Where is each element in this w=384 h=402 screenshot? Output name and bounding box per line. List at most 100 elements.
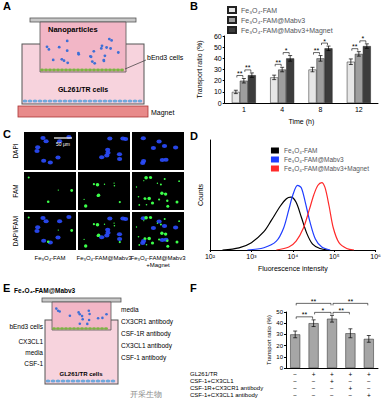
- svg-text:−: −: [349, 378, 353, 385]
- svg-text:10⁴: 10⁴: [287, 253, 298, 260]
- svg-text:+: +: [349, 385, 353, 392]
- svg-text:50: 50: [214, 44, 222, 51]
- svg-text:CX3CL1: CX3CL1: [18, 338, 43, 345]
- svg-text:**: **: [348, 298, 354, 305]
- svg-text:bEnd3 cells: bEnd3 cells: [147, 54, 184, 61]
- svg-text:DAPI: DAPI: [12, 143, 19, 158]
- svg-text:Fe₃O₄-FAM@Mabv3: Fe₃O₄-FAM@Mabv3: [14, 287, 76, 294]
- svg-text:**: **: [352, 43, 358, 50]
- svg-text:−: −: [367, 385, 371, 392]
- svg-text:media: media: [121, 306, 139, 313]
- svg-text:Fe₃O₄-FAM: Fe₃O₄-FAM: [284, 147, 317, 154]
- svg-text:**: **: [338, 307, 344, 314]
- svg-text:**: **: [245, 64, 251, 71]
- html-text:开采生物: 开采生物: [130, 390, 162, 399]
- svg-text:GL261/TR cells: GL261/TR cells: [58, 86, 108, 93]
- svg-text:4: 4: [280, 106, 284, 113]
- svg-text:GL261/TR cells: GL261/TR cells: [59, 371, 103, 377]
- svg-text:−: −: [293, 378, 297, 385]
- svg-text:−: −: [312, 392, 316, 399]
- svg-text:Counts: Counts: [197, 183, 204, 206]
- html-text:B: B: [190, 0, 198, 12]
- svg-text:CSF-1+CX3CL1: CSF-1+CX3CL1: [190, 378, 234, 384]
- svg-text:Fluorescence intensity: Fluorescence intensity: [258, 265, 328, 273]
- svg-text:0: 0: [280, 365, 284, 371]
- svg-text:Nanoparticles: Nanoparticles: [48, 25, 98, 34]
- svg-text:FAM: FAM: [12, 184, 19, 197]
- svg-text:Fe₃O₄-FAM: Fe₃O₄-FAM: [35, 255, 66, 261]
- svg-text:−: −: [312, 378, 316, 385]
- svg-text:Time (h): Time (h): [288, 118, 314, 126]
- svg-text:12: 12: [355, 106, 363, 113]
- svg-text:CX3CL1 antibody: CX3CL1 antibody: [121, 342, 173, 350]
- svg-text:50: 50: [276, 309, 283, 315]
- svg-text:10⁶: 10⁶: [370, 253, 381, 260]
- svg-text:**: **: [311, 298, 317, 305]
- svg-text:10⁵: 10⁵: [329, 253, 340, 260]
- svg-text:Fe₃O₄-FAM@Mabv3: Fe₃O₄-FAM@Mabv3: [241, 17, 305, 24]
- svg-text:Magnet: Magnet: [151, 109, 174, 117]
- svg-text:−: −: [293, 385, 297, 392]
- svg-text:Fe₃O₄-FAM@Mabv3+Magnet: Fe₃O₄-FAM@Mabv3+Magnet: [284, 165, 369, 173]
- svg-text:40: 40: [276, 320, 283, 326]
- svg-text:bEnd3 cells: bEnd3 cells: [9, 323, 43, 330]
- svg-text:DAPI/FAM: DAPI/FAM: [12, 216, 19, 246]
- svg-text:−: −: [330, 392, 334, 399]
- svg-text:+: +: [312, 371, 316, 378]
- svg-text:50 μm: 50 μm: [56, 141, 70, 147]
- svg-text:**: **: [314, 47, 320, 54]
- html-text:A: A: [3, 0, 11, 12]
- svg-text:Fe₃O₄-FAM: Fe₃O₄-FAM: [241, 7, 277, 14]
- svg-text:30: 30: [276, 331, 283, 337]
- svg-text:−: −: [367, 378, 371, 385]
- svg-text:Fe₃O₄-FAM@Mabv3+Magnet: Fe₃O₄-FAM@Mabv3+Magnet: [241, 27, 333, 35]
- svg-text:1: 1: [242, 106, 246, 113]
- svg-text:Transport ratio (%): Transport ratio (%): [196, 41, 204, 99]
- svg-text:media: media: [25, 349, 43, 356]
- svg-text:+: +: [349, 371, 353, 378]
- svg-text:8: 8: [319, 106, 323, 113]
- svg-text:CSF-1R antibody: CSF-1R antibody: [121, 330, 172, 338]
- svg-text:+: +: [330, 371, 334, 378]
- svg-text:+: +: [367, 371, 371, 378]
- svg-text:CSF-1+CX3CL1 antibody: CSF-1+CX3CL1 antibody: [190, 392, 258, 398]
- svg-text:Transport ratio (%): Transport ratio (%): [266, 315, 272, 365]
- svg-text:−: −: [349, 392, 353, 399]
- svg-text:40: 40: [214, 55, 222, 62]
- svg-text:+: +: [330, 378, 334, 385]
- svg-text:−: −: [293, 392, 297, 399]
- svg-text:*: *: [361, 35, 364, 42]
- svg-text:**: **: [237, 70, 243, 77]
- svg-text:**: **: [302, 311, 308, 318]
- svg-text:Fe₃O₄-FAM@Mabv3: Fe₃O₄-FAM@Mabv3: [284, 156, 344, 163]
- html-text:E: E: [3, 282, 11, 294]
- svg-text:30: 30: [214, 66, 222, 73]
- svg-text:CX3CR1 antibody: CX3CR1 antibody: [121, 318, 174, 326]
- svg-text:20: 20: [214, 77, 222, 84]
- svg-text:+: +: [367, 392, 371, 399]
- svg-text:20: 20: [276, 343, 283, 349]
- svg-text:60: 60: [214, 33, 222, 40]
- html-text:D: D: [190, 130, 198, 142]
- svg-text:CSF-1: CSF-1: [24, 360, 43, 367]
- svg-text:−: −: [330, 385, 334, 392]
- svg-text:−: −: [312, 385, 316, 392]
- svg-text:CSF-1R+CX3CR1 antibody: CSF-1R+CX3CR1 antibody: [190, 385, 263, 391]
- svg-text:−: −: [293, 371, 297, 378]
- html-text:F: F: [190, 282, 197, 294]
- html-text:C: C: [3, 128, 11, 140]
- svg-text:Fe₃O₄-FAM@Mabv3: Fe₃O₄-FAM@Mabv3: [77, 255, 133, 261]
- svg-text:**: **: [275, 59, 281, 66]
- svg-text:CSF-1 antibody: CSF-1 antibody: [121, 354, 167, 362]
- svg-text:10: 10: [276, 354, 283, 360]
- svg-text:10: 10: [214, 88, 222, 95]
- svg-text:10²: 10²: [205, 253, 216, 260]
- svg-text:GL261/TR: GL261/TR: [190, 371, 218, 377]
- svg-text:*: *: [321, 307, 324, 314]
- svg-text:*: *: [285, 47, 288, 54]
- svg-text:10³: 10³: [246, 253, 257, 260]
- svg-text:*: *: [323, 38, 326, 45]
- svg-text:0: 0: [218, 100, 222, 107]
- svg-text:Fe₃O₄-FAM@Mabv3: Fe₃O₄-FAM@Mabv3: [131, 255, 187, 261]
- svg-text:+Magnet: +Magnet: [146, 262, 170, 268]
